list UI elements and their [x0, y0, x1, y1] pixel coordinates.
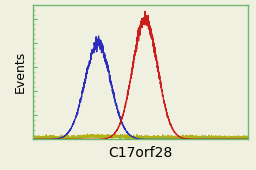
X-axis label: C17orf28: C17orf28 — [109, 146, 173, 159]
Y-axis label: Events: Events — [14, 51, 27, 93]
